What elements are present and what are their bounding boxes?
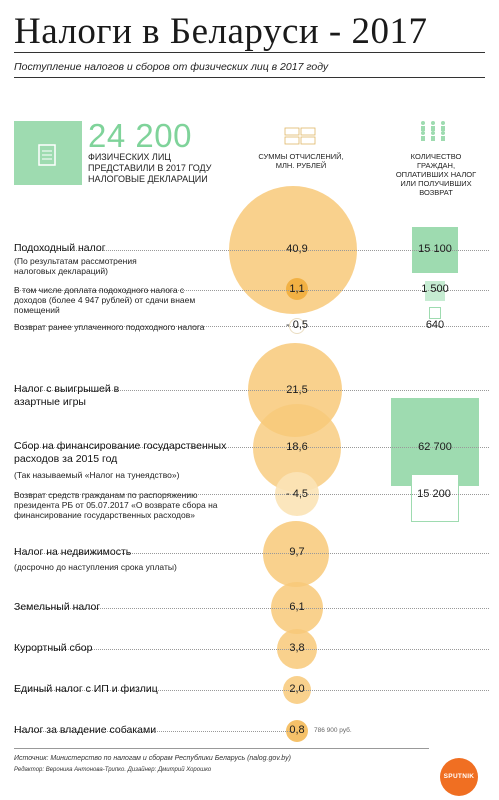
single-value: 2,0 — [289, 683, 305, 695]
refund-value: - 0,5 — [285, 319, 308, 331]
single-label: Единый налог с ИП и физлиц — [14, 683, 158, 695]
surcharge-count-box — [425, 281, 445, 301]
column-count-header: КОЛИЧЕСТВО ГРАЖДАН, ОПЛАТИВШИХ НАЛОГ ИЛИ… — [395, 152, 477, 197]
fee-return-label: Возврат средств гражданам по распоряжени… — [14, 490, 218, 520]
footer-rule — [14, 748, 429, 749]
title-rule — [14, 52, 485, 53]
fee-count: 62 700 — [418, 441, 452, 453]
property-note: (досрочно до наступления срока уплаты) — [14, 562, 177, 572]
column-sums-header: СУММЫ ОТЧИСЛЕНИЙ, МЛН. РУБЛЕЙ — [258, 152, 344, 170]
fee-value: 18,6 — [286, 441, 308, 453]
declarations-text: ФИЗИЧЕСКИХ ЛИЦ ПРЕДСТАВИЛИ В 2017 ГОДУ Н… — [88, 152, 212, 184]
fee-return-value: - 4,5 — [285, 488, 308, 500]
fee-return-guide — [14, 494, 489, 495]
property-value: 9,7 — [289, 546, 305, 558]
fee-label: Сбор на финансирование государственных р… — [14, 440, 227, 465]
page-title: Налоги в Беларуси - 2017 — [14, 11, 428, 52]
declarations-count: 24 200 — [88, 117, 192, 154]
surcharge-label: В том числе доплата подоходного налога с… — [14, 285, 196, 315]
resort-value: 3,8 — [289, 642, 305, 654]
fee-count-box — [391, 398, 479, 486]
land-value: 6,1 — [289, 601, 305, 613]
fee-return-count-box — [411, 474, 459, 522]
resort-guide — [14, 649, 489, 650]
refund-count-box — [429, 307, 441, 319]
land-label: Земельный налог — [14, 601, 101, 613]
surcharge-guide — [14, 290, 489, 291]
declaration-box — [14, 121, 82, 185]
income-guide — [14, 250, 489, 251]
surcharge-count: 1 500 — [421, 283, 449, 295]
dogs-value: 0,8 — [289, 724, 305, 736]
income-value: 40,9 — [286, 243, 308, 255]
land-guide — [14, 608, 489, 609]
single-guide — [14, 690, 489, 691]
property-guide — [14, 553, 489, 554]
refund-guide — [14, 326, 489, 327]
income-count: 15 100 — [418, 243, 452, 255]
property-label: Налог на недвижимость — [14, 546, 132, 558]
gambling-value: 21,5 — [286, 384, 308, 396]
dogs-side-note: 786 900 руб. — [314, 727, 352, 734]
footer-credits: Редактор: Вероника Антонова-Трипко. Диза… — [14, 767, 212, 773]
fee-return-count: 15 200 — [417, 488, 451, 500]
footer-source: Источник: Министерство по налогам и сбор… — [14, 755, 291, 762]
dogs-label: Налог за владение собаками — [14, 724, 157, 736]
property-circle — [263, 521, 329, 587]
income-note: (По результатам рассмотрения налоговых д… — [14, 256, 137, 276]
resort-label: Курортный сбор — [14, 642, 93, 654]
people-icon — [421, 121, 445, 141]
sputnik-logo: SPUTNIK — [440, 758, 478, 796]
refund-label: Возврат ранее уплаченного подоходного на… — [14, 322, 205, 332]
page-subtitle: Поступление налогов и сборов от физическ… — [14, 61, 329, 73]
gambling-label: Налог с выигрышей в азартные игры — [14, 383, 120, 408]
income-label: Подоходный налог — [14, 242, 106, 254]
surcharge-circle — [286, 278, 308, 300]
dogs-circle — [286, 720, 308, 742]
surcharge-value: 1,1 — [289, 283, 305, 295]
fee-note: (Так называемый «Налог на тунеядство») — [14, 470, 180, 480]
refund-count: 640 — [425, 319, 445, 331]
subtitle-rule — [14, 77, 485, 78]
fee-guide — [14, 447, 489, 448]
document-icon — [38, 144, 56, 166]
gambling-guide — [14, 390, 489, 391]
dogs-guide — [14, 731, 294, 732]
money-icon — [284, 127, 316, 145]
